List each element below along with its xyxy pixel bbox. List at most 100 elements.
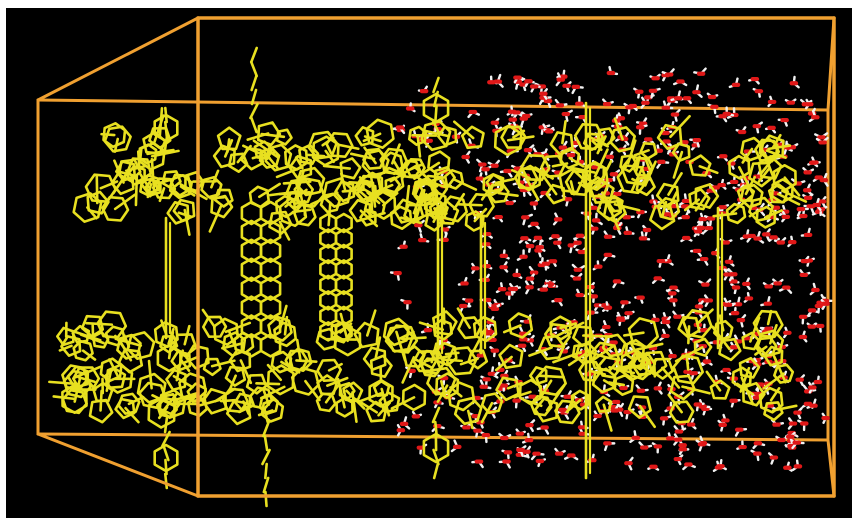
top-layer-bond <box>596 159 613 190</box>
bottom-layer-bond <box>266 363 283 382</box>
bottom-layer-bond <box>537 374 565 379</box>
bottom-layer-hexagon-ring <box>333 325 362 357</box>
water-molecule <box>535 240 546 252</box>
water-molecule <box>529 84 541 93</box>
bottom-layer-pentagon-ring <box>627 395 652 419</box>
top-layer-bond <box>113 137 120 153</box>
water-molecule <box>417 233 430 243</box>
water-molecule <box>808 109 820 123</box>
top-layer-bond <box>626 139 637 165</box>
top-layer-hexagon-ring <box>754 138 781 163</box>
water-molecule <box>515 428 526 436</box>
bottom-layer-bond <box>456 307 471 329</box>
water-molecule <box>480 242 492 250</box>
bottom-layer-hexagon-ring <box>418 349 446 375</box>
top-layer-bond <box>561 120 567 145</box>
water-molecule <box>400 298 412 310</box>
bottom-layer-bond <box>221 341 245 350</box>
top-layer-bond <box>661 200 668 218</box>
water-molecule <box>679 96 693 105</box>
top-layer-bond <box>431 188 448 215</box>
water-molecule <box>686 418 697 430</box>
bottom-layer-pentagon-ring <box>669 374 696 401</box>
top-layer-pentagon-ring <box>253 140 274 160</box>
top-layer-bond <box>158 107 164 139</box>
bottom-layer-bond <box>567 352 588 367</box>
water-molecule <box>781 210 791 223</box>
bottom-layer-hexagon-ring <box>619 348 650 381</box>
top-layer-bond <box>569 180 576 196</box>
water-molecule <box>811 375 823 385</box>
water-molecule <box>806 322 818 329</box>
bottom-layer-pentagon-ring <box>202 357 222 377</box>
water-molecule <box>487 366 499 379</box>
water-molecule <box>798 314 811 325</box>
bottom-layer-bond <box>345 389 366 410</box>
water-molecule <box>487 159 501 168</box>
top-layer-pentagon-ring <box>117 158 142 183</box>
water-molecule <box>689 371 701 380</box>
water-molecule <box>752 441 766 450</box>
water-molecule <box>720 367 732 375</box>
bottom-layer-hexagon-ring <box>386 324 419 354</box>
water-molecule <box>791 459 803 471</box>
water-molecule <box>603 441 616 452</box>
water-molecule <box>543 126 555 134</box>
water-molecule <box>703 214 716 227</box>
top-layer-hexagon-ring <box>400 159 422 179</box>
water-molecule <box>636 210 648 219</box>
bottom-layer-hexagon-ring <box>178 372 208 403</box>
bottom-layer-hexagon-ring <box>426 366 457 396</box>
pillar-ring <box>259 219 282 245</box>
top-layer-bond <box>730 194 753 214</box>
water-molecule <box>809 282 820 296</box>
water-molecule <box>701 406 713 416</box>
bottom-layer-hexagon-ring <box>273 321 298 348</box>
top-layer-pentagon-ring <box>213 188 234 208</box>
top-layer-bond <box>158 187 166 203</box>
top-layer-hexagon-ring <box>72 192 103 223</box>
water-molecule <box>791 440 805 450</box>
bottom-layer-hexagon-ring <box>117 392 141 415</box>
bottom-layer-pentagon-ring <box>533 397 559 423</box>
render-canvas <box>6 8 852 518</box>
bottom-layer-bond <box>754 345 768 356</box>
bottom-layer-bond <box>602 403 613 432</box>
top-layer-bond <box>781 189 808 203</box>
top-layer-bond <box>416 134 422 158</box>
water-molecule <box>729 341 739 353</box>
water-molecule <box>638 441 653 450</box>
top-layer-hexagon-ring <box>389 205 413 230</box>
water-molecule <box>461 150 471 164</box>
water-molecule <box>629 430 641 443</box>
water-molecule <box>501 449 513 460</box>
bottom-layer-hexagon-ring <box>480 392 504 415</box>
water-molecule <box>575 288 587 298</box>
water-molecule <box>820 298 830 310</box>
top-layer-bond <box>421 129 450 138</box>
bottom-layer-hexagon-ring <box>627 317 660 349</box>
bottom-layer-bond <box>766 309 773 326</box>
top-layer-pentagon-ring <box>460 125 485 150</box>
water-molecule <box>810 156 821 165</box>
top-layer-bond <box>737 165 755 196</box>
pillar-ring <box>259 314 282 339</box>
chain-bond <box>163 134 169 152</box>
bottom-layer-bond <box>374 336 382 360</box>
water-molecule <box>706 92 719 100</box>
water-molecule <box>670 90 683 102</box>
top-layer-pentagon-ring <box>694 183 720 209</box>
bottom-layer-bond <box>327 362 343 372</box>
top-layer-pentagon-ring <box>354 126 375 147</box>
bottom-layer-hexagon-ring <box>731 366 753 390</box>
bottom-layer-hexagon-ring <box>672 354 705 385</box>
water-molecule <box>525 419 536 433</box>
chain-bond <box>432 462 440 480</box>
bottom-layer-bond <box>227 374 237 395</box>
top-layer-bond <box>338 143 360 151</box>
top-layer-bond <box>415 176 446 187</box>
top-layer-hexagon-ring <box>420 120 452 152</box>
water-molecule <box>515 343 527 353</box>
bottom-layer-hexagon-ring <box>266 364 295 396</box>
bottom-layer-hexagon-ring <box>447 381 476 412</box>
